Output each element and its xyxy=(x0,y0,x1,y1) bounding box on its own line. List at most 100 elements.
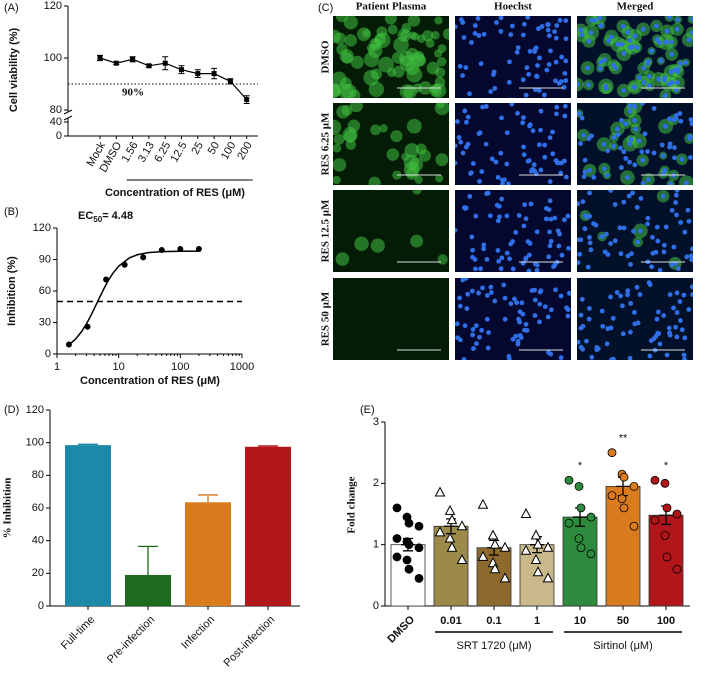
nucleus xyxy=(553,78,558,84)
stain xyxy=(357,27,371,42)
nucleus xyxy=(484,257,490,262)
data-point xyxy=(607,491,617,501)
nucleus xyxy=(534,262,540,268)
nucleus xyxy=(668,69,674,75)
panel-label: (B) xyxy=(4,206,19,218)
y-tick-label: 60 xyxy=(39,285,51,297)
nucleus xyxy=(672,155,677,161)
nucleus xyxy=(546,350,551,355)
nucleus xyxy=(620,303,625,309)
nucleus xyxy=(671,305,676,311)
nucleus xyxy=(526,268,532,272)
nucleus xyxy=(488,89,494,94)
micrograph xyxy=(333,278,449,360)
y-tick-label: 0 xyxy=(45,348,51,360)
stain xyxy=(410,234,424,248)
error-bar xyxy=(573,507,587,527)
nucleus xyxy=(667,330,672,336)
nucleus xyxy=(660,193,666,199)
x-tick-label: 100 xyxy=(219,140,239,162)
nucleus xyxy=(552,215,558,221)
nucleus xyxy=(587,235,592,240)
nucleus xyxy=(578,141,583,146)
nucleus xyxy=(508,301,514,307)
nucleus xyxy=(651,336,657,342)
nucleus xyxy=(462,323,468,329)
nucleus xyxy=(535,63,540,68)
nucleus xyxy=(502,316,508,322)
nucleus xyxy=(548,216,554,222)
stain xyxy=(406,118,422,134)
nucleus xyxy=(544,67,550,73)
stain xyxy=(437,254,448,265)
x-tick-label: Infection xyxy=(179,614,217,652)
nucleus xyxy=(689,284,693,290)
nucleus xyxy=(678,318,683,323)
stain xyxy=(413,50,425,62)
nucleus xyxy=(526,71,532,77)
nucleus xyxy=(676,66,681,72)
nucleus xyxy=(587,213,593,219)
stain xyxy=(370,238,385,253)
data-point xyxy=(660,531,670,540)
nucleus xyxy=(462,205,467,210)
nucleus xyxy=(587,306,592,311)
nucleus xyxy=(656,76,661,82)
nucleus xyxy=(554,104,560,110)
nucleus xyxy=(682,335,688,341)
nucleus xyxy=(472,30,478,36)
nucleus xyxy=(480,285,485,291)
nucleus xyxy=(598,59,604,65)
stain xyxy=(390,130,403,143)
nucleus xyxy=(654,224,660,230)
data-point xyxy=(477,550,489,561)
nucleus xyxy=(539,24,545,29)
nucleus xyxy=(579,32,585,38)
bar xyxy=(562,516,598,607)
y-tick-label: 60 xyxy=(32,502,44,514)
nucleus xyxy=(529,288,535,293)
nucleus xyxy=(565,313,571,319)
nucleus xyxy=(609,34,614,40)
nucleus xyxy=(653,249,659,255)
nucleus xyxy=(498,266,504,272)
micrograph xyxy=(333,16,449,98)
nucleus xyxy=(555,160,561,166)
stain xyxy=(337,83,354,98)
nucleus xyxy=(640,157,646,163)
stain xyxy=(678,175,693,185)
nucleus xyxy=(605,148,611,154)
data-point xyxy=(629,481,639,491)
stain xyxy=(392,170,402,180)
group-label: SRT 1720 (μM) xyxy=(456,640,531,652)
stain xyxy=(333,158,347,172)
nucleus xyxy=(681,352,687,358)
stain xyxy=(434,16,443,25)
nucleus xyxy=(674,310,680,315)
y-tick-label: 100 xyxy=(26,437,44,449)
nucleus xyxy=(467,193,473,199)
x-tick-label: Full-time xyxy=(59,614,97,652)
nucleus xyxy=(577,82,580,87)
data-point xyxy=(489,563,501,574)
nucleus xyxy=(507,59,512,65)
nucleus xyxy=(647,83,653,89)
nucleus xyxy=(473,266,478,272)
stain xyxy=(412,190,422,195)
x-tick-label: 100 xyxy=(171,361,189,373)
nucleus xyxy=(678,118,684,124)
nucleus xyxy=(465,291,471,297)
data-point xyxy=(672,564,682,574)
nucleus xyxy=(586,38,592,44)
x-tick-label: 0.01 xyxy=(440,615,461,627)
nucleus xyxy=(545,27,551,33)
significance-label: * xyxy=(664,460,669,472)
nucleus xyxy=(538,127,543,133)
error-bar xyxy=(659,505,673,526)
nucleus xyxy=(455,24,458,30)
nucleus xyxy=(604,172,610,178)
data-point xyxy=(564,518,574,528)
nucleus xyxy=(512,296,517,302)
nucleus xyxy=(545,22,551,27)
nucleus xyxy=(523,92,529,98)
